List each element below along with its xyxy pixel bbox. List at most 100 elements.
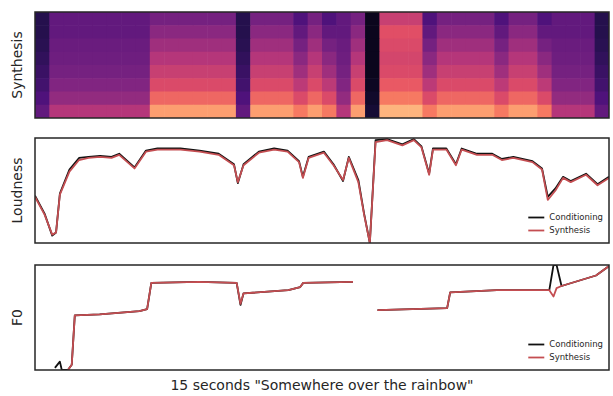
spectrogram-cell (480, 65, 495, 79)
spectrogram-cell (595, 52, 609, 66)
spectrogram-cell (336, 65, 351, 79)
spectrogram-cell (308, 78, 323, 92)
spectrogram-cell (135, 65, 150, 79)
spectrogram-cell (379, 92, 394, 106)
spectrogram-cell (135, 25, 150, 39)
spectrogram-cell (494, 25, 509, 39)
spectrogram-cell (351, 92, 366, 106)
spectrogram-cell (408, 39, 423, 53)
spectrogram-cell (265, 65, 280, 79)
spectrogram-cell (250, 12, 265, 26)
spectrogram-cell (135, 92, 150, 106)
plot-frame (35, 265, 609, 370)
spectrogram-cell (566, 52, 581, 66)
legend-label: Synthesis (549, 352, 591, 362)
spectrogram-cell (408, 78, 423, 92)
spectrogram-cell (293, 12, 308, 26)
spectrogram-cell (595, 92, 609, 106)
spectrogram-cell (121, 25, 136, 39)
spectrogram-cell (164, 52, 179, 66)
spectrogram-cell (64, 78, 79, 92)
spectrogram-cell (107, 12, 122, 26)
spectrogram-cell (279, 39, 294, 53)
spectrogram-cell (537, 12, 552, 26)
spectrogram-cell (451, 78, 466, 92)
spectrogram-cell (279, 52, 294, 66)
spectrogram-cell (150, 65, 165, 79)
spectrogram-cell (265, 12, 280, 26)
spectrogram-cell (92, 39, 107, 53)
spectrogram-cell (466, 52, 481, 66)
spectrogram-cell (537, 39, 552, 53)
spectrogram-cell (222, 105, 237, 118)
spectrogram-cell (179, 25, 194, 39)
spectrogram-cell (379, 65, 394, 79)
spectrogram-cell (193, 12, 208, 26)
spectrogram-cell (394, 105, 409, 118)
spectrogram-cell (580, 39, 595, 53)
spectrogram-cell (394, 78, 409, 92)
spectrogram-cell (480, 105, 495, 118)
spectrogram-cell (365, 25, 380, 39)
spectrogram-cell (566, 39, 581, 53)
spectrogram-cell (135, 39, 150, 53)
spectrogram-cell (365, 105, 380, 118)
figure: SynthesisLoudnessConditioningSynthesisF0… (0, 0, 613, 396)
spectrogram-cell (179, 65, 194, 79)
spectrogram-cell (394, 52, 409, 66)
spectrogram-cell (580, 52, 595, 66)
spectrogram-cell (552, 65, 567, 79)
spectrogram-cell (35, 78, 50, 92)
spectrogram-cell (322, 105, 337, 118)
spectrogram-cell (236, 12, 251, 26)
spectrogram-cell (322, 12, 337, 26)
spectrogram-cell (437, 92, 452, 106)
spectrogram-cell (537, 52, 552, 66)
spectrogram-cell (422, 12, 437, 26)
spectrogram-cell (308, 39, 323, 53)
spectrogram-cell (509, 12, 524, 26)
spectrogram-cell (78, 52, 93, 66)
spectrogram-cell (494, 65, 509, 79)
spectrogram-cell (179, 78, 194, 92)
spectrogram-cell (236, 92, 251, 106)
spectrogram-cell (279, 105, 294, 118)
spectrogram-cell (408, 52, 423, 66)
spectrogram-cell (179, 105, 194, 118)
spectrogram-cell (49, 52, 64, 66)
spectrogram-cell (437, 52, 452, 66)
spectrogram-cell (250, 92, 265, 106)
legend: ConditioningSynthesis (528, 339, 603, 362)
spectrogram-cell (466, 12, 481, 26)
plot-frame (35, 12, 609, 118)
spectrogram-cell (150, 39, 165, 53)
series-line (55, 265, 609, 370)
spectrogram-cell (494, 78, 509, 92)
spectrogram-cell (308, 52, 323, 66)
spectrogram-cell (437, 65, 452, 79)
x-axis-title: 15 seconds "Somewhere over the rainbow" (170, 377, 473, 393)
spectrogram-cell (351, 25, 366, 39)
spectrogram-cell (135, 52, 150, 66)
spectrogram-cell (92, 78, 107, 92)
spectrogram-cell (207, 105, 222, 118)
spectrogram-cell (293, 39, 308, 53)
spectrogram-cell (193, 39, 208, 53)
y-axis-title: F0 (9, 309, 25, 326)
spectrogram-cell (308, 65, 323, 79)
spectrogram-cell (308, 105, 323, 118)
spectrogram-cell (523, 105, 538, 118)
spectrogram-cell (509, 65, 524, 79)
spectrogram-cell (107, 105, 122, 118)
spectrogram-cell (35, 65, 50, 79)
spectrogram-cell (466, 65, 481, 79)
spectrogram-cell (394, 92, 409, 106)
spectrogram-cell (164, 78, 179, 92)
spectrogram-cell (537, 25, 552, 39)
spectrogram-cell (351, 105, 366, 118)
spectrogram-cell (107, 39, 122, 53)
spectrogram-cell (566, 65, 581, 79)
spectrogram-cell (322, 25, 337, 39)
spectrogram-cell (580, 78, 595, 92)
spectrogram-cell (494, 92, 509, 106)
